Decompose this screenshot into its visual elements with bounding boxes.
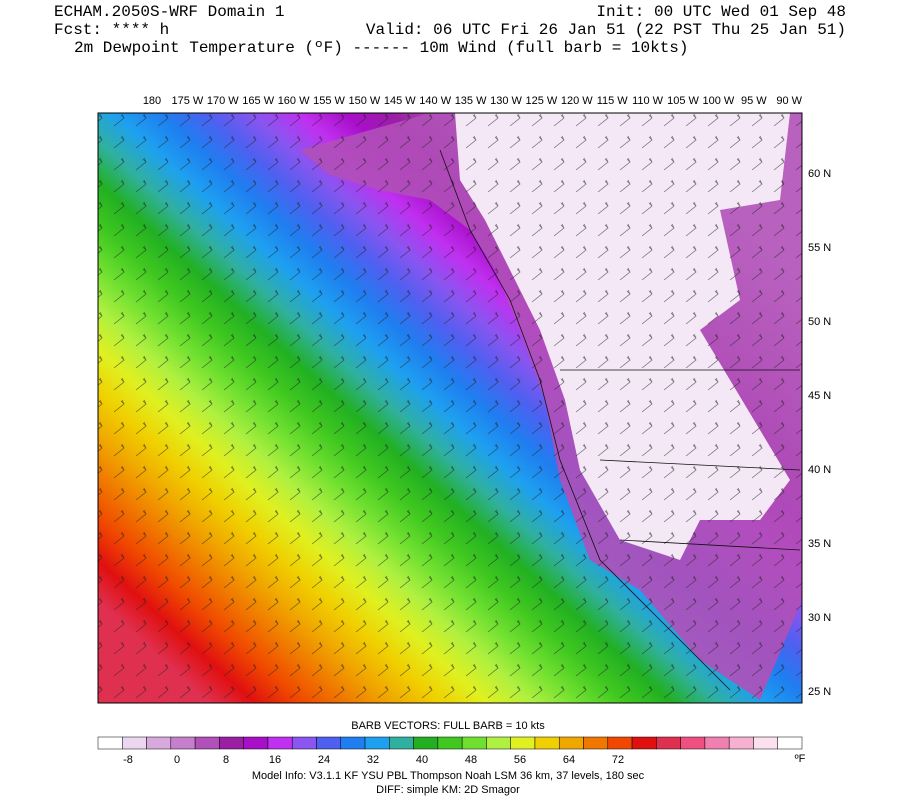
map <box>98 113 802 703</box>
colorbar-swatch <box>291 736 317 750</box>
longitude-label: 120 W <box>561 95 593 107</box>
colorbar-label: -8 <box>123 754 133 766</box>
diff-info: DIFF: simple KM: 2D Smagor <box>376 784 520 796</box>
longitude-label: 145 W <box>384 95 416 107</box>
latitude-label: 40 N <box>808 464 831 476</box>
latitude-label: 60 N <box>808 168 831 180</box>
longitude-label: 160 W <box>278 95 310 107</box>
latitude-label: 50 N <box>808 316 831 328</box>
colorbar-label: 32 <box>367 754 379 766</box>
colorbar-label: 40 <box>416 754 428 766</box>
colorbar-swatch <box>219 736 244 750</box>
colorbar-label: 24 <box>318 754 330 766</box>
colorbar-swatch <box>340 736 366 750</box>
colorbar-swatch <box>413 736 439 750</box>
colorbar-swatch <box>194 736 220 750</box>
longitude-label: 130 W <box>490 95 522 107</box>
colorbar-title: BARB VECTORS: FULL BARB = 10 kts <box>351 720 545 732</box>
colorbar-swatch <box>97 736 123 750</box>
colorbar-swatch <box>170 736 196 750</box>
colorbar-swatch <box>753 736 778 750</box>
colorbar-swatch <box>486 736 511 750</box>
colorbar-swatch <box>389 736 414 750</box>
longitude-label: 125 W <box>526 95 558 107</box>
model-title: ECHAM.2050S-WRF Domain 1 <box>54 3 284 21</box>
borders <box>439 149 801 691</box>
valid-time: Valid: 06 UTC Fri 26 Jan 51 (22 PST Thu … <box>366 21 846 39</box>
colorbar-unit: ºF <box>795 753 806 765</box>
colorbar-swatch <box>267 736 293 750</box>
colorbar-swatch <box>437 736 463 750</box>
longitude-label: 170 W <box>207 95 239 107</box>
longitude-label: 175 W <box>172 95 204 107</box>
latitude-label: 45 N <box>808 390 831 402</box>
colorbar-swatch <box>656 736 681 750</box>
colorbar-swatch <box>364 736 390 750</box>
longitude-label: 135 W <box>455 95 487 107</box>
colorbar-swatch <box>558 736 584 750</box>
colorbar-swatch <box>607 736 633 750</box>
colorbar-label: 56 <box>514 754 526 766</box>
longitude-labels: 180 175 W 170 W 165 W 160 W 155 W 150 W 145 W 14… <box>143 95 803 107</box>
colorbar-swatch <box>704 736 730 750</box>
colorbar-label: 0 <box>174 754 180 766</box>
latitude-label: 35 N <box>808 538 831 550</box>
colorbar-swatch <box>461 736 487 750</box>
colorbar-swatch <box>510 736 536 750</box>
colorbar: -8 0 8 16 24 32 40 48 56 64 72 ºF <box>97 736 806 766</box>
latitude-label: 55 N <box>808 242 831 254</box>
colorbar-swatch <box>728 736 754 750</box>
colorbar-swatch <box>631 736 657 750</box>
model-info: Model Info: V3.1.1 KF YSU PBL Thompson N… <box>252 770 645 782</box>
latitude-label: 25 N <box>808 686 831 698</box>
longitude-label: 150 W <box>349 95 381 107</box>
longitude-label: 105 W <box>667 95 699 107</box>
longitude-label: 100 W <box>703 95 735 107</box>
colorbar-label: 16 <box>269 754 281 766</box>
fields: 2m Dewpoint Temperature (ºF) ------ 10m … <box>74 39 689 57</box>
colorbar-swatch <box>316 736 342 750</box>
colorbar-swatch <box>680 736 706 750</box>
longitude-label: 95 W <box>741 95 767 107</box>
longitude-label: 180 <box>143 95 161 107</box>
colorbar-label: 64 <box>563 754 575 766</box>
forecast-hour: Fcst: **** h <box>54 21 169 39</box>
colorbar-swatch <box>122 736 147 750</box>
colorbar-label: 48 <box>465 754 477 766</box>
colorbar-swatch <box>777 736 803 750</box>
map-frame <box>97 112 803 704</box>
longitude-label: 155 W <box>313 95 345 107</box>
wind-barbs <box>98 113 802 703</box>
longitude-label: 115 W <box>597 95 629 107</box>
longitude-label: 165 W <box>242 95 274 107</box>
colorbar-label: 72 <box>612 754 624 766</box>
init-time: Init: 00 UTC Wed 01 Sep 48 <box>596 3 846 21</box>
colorbar-swatch <box>583 736 609 750</box>
colorbar-swatch <box>534 736 560 750</box>
latitude-labels: 60 N 55 N 50 N 45 N 40 N 35 N 30 N 25 N <box>808 168 831 698</box>
colorbar-label: 8 <box>223 754 229 766</box>
colorbar-swatch <box>146 736 172 750</box>
longitude-label: 90 W <box>776 95 802 107</box>
longitude-label: 110 W <box>632 95 664 107</box>
longitude-label: 140 W <box>419 95 451 107</box>
colorbar-swatch <box>243 736 269 750</box>
latitude-label: 30 N <box>808 612 831 624</box>
